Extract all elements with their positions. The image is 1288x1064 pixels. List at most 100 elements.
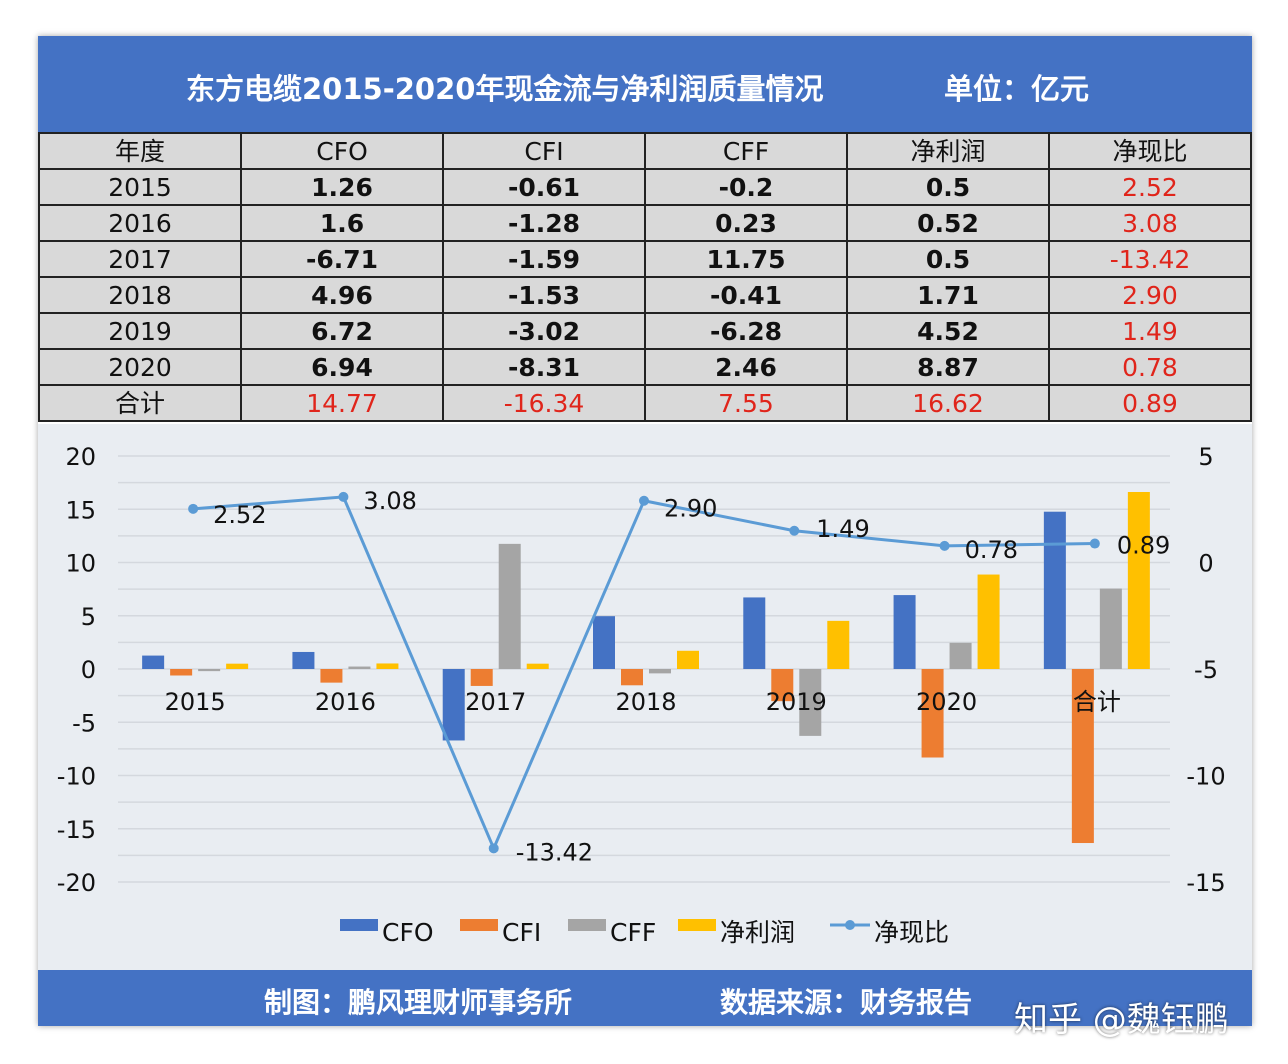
- chart-area: 20 15 10 5 0 -5 -10 -15 -20 5 0 -5 -10 -15 2015 2016 201…: [38, 424, 1252, 970]
- legend-swatch: [340, 919, 378, 931]
- line-point: [338, 491, 349, 502]
- bar-cfo: [292, 651, 315, 669]
- bar-cff: [949, 642, 972, 669]
- legend-label: CFO: [382, 918, 434, 947]
- watermark: 知乎 @魏钰鹏: [1014, 1000, 1229, 1040]
- table-cell: 1.71: [846, 276, 1050, 314]
- bar-cff: [1099, 588, 1122, 669]
- table-cell: 1.26: [240, 168, 444, 206]
- table-cell-year: 2020: [38, 348, 242, 386]
- table-cell: -0.61: [442, 168, 646, 206]
- y-tick-left: -10: [57, 763, 96, 791]
- x-category-label: 2017: [465, 688, 526, 716]
- line-data-label: -13.42: [516, 838, 593, 866]
- table-cell: 4.96: [240, 276, 444, 314]
- col-header-cfi: CFI: [442, 132, 646, 170]
- table-cell: -13.42: [1048, 240, 1252, 278]
- unit-label: 单位：亿元: [944, 72, 1090, 106]
- col-header-net-profit: 净利润: [846, 132, 1050, 170]
- line-point: [789, 525, 800, 536]
- table-cell: 11.75: [644, 240, 848, 278]
- table-cell: 0.89: [1048, 384, 1252, 422]
- line-data-label: 3.08: [363, 487, 416, 515]
- bar-cfi: [170, 669, 193, 676]
- table-cell-year: 2018: [38, 276, 242, 314]
- col-header-cff: CFF: [644, 132, 848, 170]
- table-cell: 14.77: [240, 384, 444, 422]
- table-row: 2015 1.26 -0.61 -0.2 0.5 2.52: [38, 168, 1252, 206]
- table-cell: 16.62: [846, 384, 1050, 422]
- legend-label: 净利润: [720, 918, 795, 947]
- legend-swatch: [568, 919, 606, 931]
- footer-bar: 制图：鹏风理财师事务所 数据来源：财务报告: [38, 970, 1252, 1026]
- footer-maker: 制图：鹏风理财师事务所: [264, 986, 573, 1019]
- bar-cff: [498, 543, 521, 669]
- line-data-label: 2.52: [213, 501, 266, 529]
- table-cell: 0.78: [1048, 348, 1252, 386]
- bar-净利润: [226, 663, 249, 669]
- bar-净利润: [526, 663, 549, 669]
- title-bar: 东方电缆2015-2020年现金流与净利润质量情况 单位：亿元: [38, 36, 1252, 132]
- line-point: [939, 540, 950, 551]
- col-header-cfo: CFO: [240, 132, 444, 170]
- table-cell: 0.52: [846, 204, 1050, 242]
- bar-cfi: [1071, 669, 1094, 844]
- table-row: 2017 -6.71 -1.59 11.75 0.5 -13.42: [38, 240, 1252, 278]
- line-data-label: 1.49: [816, 515, 869, 543]
- y-tick-right: -15: [1186, 869, 1225, 897]
- table-cell-year: 2017: [38, 240, 242, 278]
- table-cell: 1.49: [1048, 312, 1252, 350]
- table-cell: -1.59: [442, 240, 646, 278]
- y-tick-right: 5: [1198, 443, 1213, 471]
- table-cell-year: 2019: [38, 312, 242, 350]
- x-category-label: 2016: [315, 688, 376, 716]
- bar-净利润: [677, 650, 699, 669]
- table-cell: 0.5: [846, 240, 1050, 278]
- line-point: [488, 843, 499, 854]
- bar-cfo: [442, 669, 465, 741]
- bar-cfo: [142, 655, 165, 669]
- bar-cfi: [470, 669, 493, 686]
- bar-cfi: [921, 669, 944, 758]
- table-row: 2020 6.94 -8.31 2.46 8.87 0.78: [38, 348, 1252, 386]
- data-table: 年度 CFO CFI CFF 净利润 净现比 2015 1.26 -0.61 -0.2…: [38, 132, 1252, 422]
- bar-净利润: [376, 663, 399, 669]
- y-tick-left: 5: [81, 603, 96, 631]
- bar-cff: [198, 669, 221, 672]
- line-point: [1089, 538, 1100, 549]
- table-cell: -3.02: [442, 312, 646, 350]
- bar-cff: [799, 669, 822, 736]
- bar-cfo: [593, 616, 615, 669]
- bar-cfi: [621, 669, 643, 686]
- table-row: 2018 4.96 -1.53 -0.41 1.71 2.90: [38, 276, 1252, 314]
- chart-title: 东方电缆2015-2020年现金流与净利润质量情况: [186, 72, 824, 106]
- bar-cfi: [771, 669, 794, 702]
- bar-cfo: [893, 595, 916, 669]
- x-category-label: 2020: [916, 688, 977, 716]
- y-tick-left: -15: [57, 816, 96, 844]
- table-cell: -0.41: [644, 276, 848, 314]
- bar-cff: [348, 666, 371, 669]
- legend-label: CFI: [502, 918, 541, 947]
- bar-cfo: [1043, 511, 1066, 669]
- legend-swatch: [678, 919, 716, 931]
- bar-cfi: [320, 669, 343, 683]
- table-cell: 0.23: [644, 204, 848, 242]
- table-cell: 0.5: [846, 168, 1050, 206]
- y-tick-left: -20: [57, 869, 96, 897]
- y-tick-left: 10: [65, 550, 96, 578]
- table-cell-year: 2015: [38, 168, 242, 206]
- line-point: [188, 503, 199, 514]
- y-tick-right: 0: [1198, 550, 1213, 578]
- line-data-label: 0.89: [1117, 532, 1170, 560]
- table-cell: 8.87: [846, 348, 1050, 386]
- y-tick-left: 0: [81, 656, 96, 684]
- col-header-ratio: 净现比: [1048, 132, 1252, 170]
- x-category-label: 2015: [165, 688, 226, 716]
- bar-cfo: [743, 597, 766, 669]
- table-cell: 6.72: [240, 312, 444, 350]
- y-tick-right: -5: [1194, 656, 1218, 684]
- table-row: 合计 14.77 -16.34 7.55 16.62 0.89: [38, 384, 1252, 422]
- table-cell: 1.6: [240, 204, 444, 242]
